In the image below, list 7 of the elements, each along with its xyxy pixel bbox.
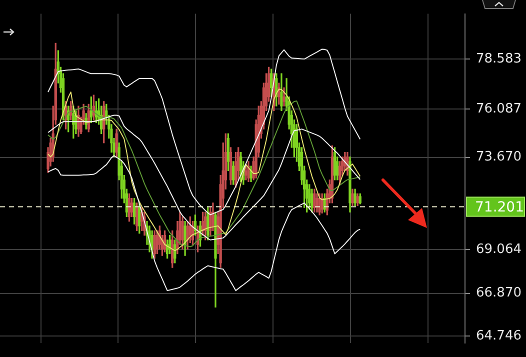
y-tick-label: 69.064 bbox=[476, 242, 522, 257]
y-tick-label: 73.670 bbox=[476, 150, 522, 165]
ref-line-label: 71.201 bbox=[475, 199, 524, 216]
y-tick-label: 64.746 bbox=[476, 328, 522, 344]
y-tick-label: 76.087 bbox=[476, 101, 522, 116]
y-tick-label: 66.870 bbox=[476, 286, 522, 301]
y-tick-label: 78.583 bbox=[476, 51, 522, 66]
